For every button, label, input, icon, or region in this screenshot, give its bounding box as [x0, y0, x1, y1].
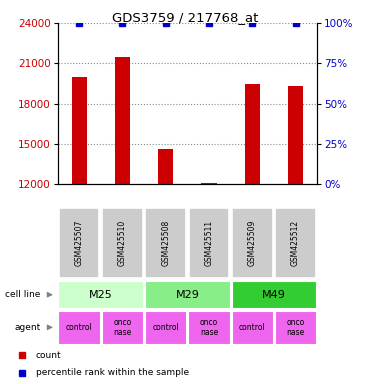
Text: onco
nase: onco nase: [286, 318, 305, 337]
Text: control: control: [152, 323, 179, 332]
Bar: [115, 56, 130, 184]
Text: GDS3759 / 217768_at: GDS3759 / 217768_at: [112, 12, 259, 25]
Text: GSM425507: GSM425507: [75, 220, 83, 266]
Text: M25: M25: [89, 290, 113, 300]
Bar: [188, 208, 229, 278]
Bar: [72, 77, 87, 184]
Bar: [275, 311, 316, 344]
Bar: [232, 208, 273, 278]
Text: percentile rank within the sample: percentile rank within the sample: [36, 368, 189, 377]
Bar: [275, 208, 316, 278]
Bar: [58, 281, 143, 308]
Text: onco
nase: onco nase: [200, 318, 218, 337]
Text: control: control: [239, 323, 266, 332]
Text: GSM425512: GSM425512: [291, 220, 300, 266]
Bar: [102, 311, 143, 344]
Text: cell line: cell line: [5, 290, 40, 299]
Bar: [288, 86, 303, 184]
Text: onco
nase: onco nase: [113, 318, 132, 337]
Bar: [145, 311, 187, 344]
Text: agent: agent: [14, 323, 40, 332]
Text: GSM425509: GSM425509: [248, 220, 257, 266]
Bar: [188, 311, 230, 344]
Text: count: count: [36, 351, 62, 360]
Text: GSM425510: GSM425510: [118, 220, 127, 266]
Bar: [232, 281, 316, 308]
Bar: [102, 208, 143, 278]
Text: control: control: [66, 323, 92, 332]
Bar: [59, 208, 99, 278]
Bar: [201, 183, 217, 184]
Text: M49: M49: [262, 290, 286, 300]
Bar: [145, 281, 230, 308]
Text: GSM425511: GSM425511: [204, 220, 213, 266]
Bar: [158, 149, 173, 184]
Text: GSM425508: GSM425508: [161, 220, 170, 266]
Bar: [232, 311, 273, 344]
Bar: [245, 84, 260, 184]
Text: M29: M29: [175, 290, 199, 300]
Bar: [145, 208, 186, 278]
Bar: [58, 311, 100, 344]
